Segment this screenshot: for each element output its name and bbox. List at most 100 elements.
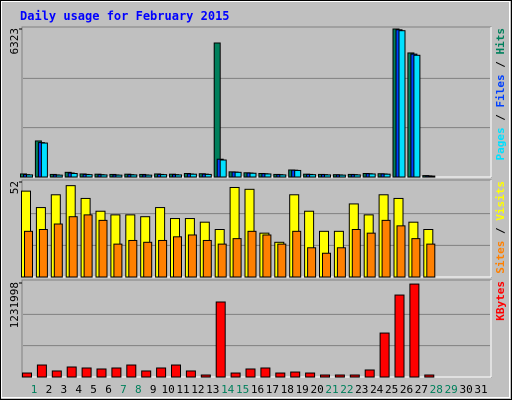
x-tick-label: 8 <box>135 383 142 396</box>
legend: KBytes <box>494 281 507 321</box>
legend: Pages / Files / Hits <box>494 28 507 161</box>
bar <box>141 370 152 378</box>
bar <box>264 173 272 178</box>
x-tick-label: 3 <box>60 383 67 396</box>
bar <box>413 54 421 178</box>
x-tick-label: 5 <box>90 383 97 396</box>
bar <box>322 252 331 278</box>
bar <box>396 225 406 278</box>
bar <box>336 247 346 278</box>
x-tick-label: 28 <box>430 383 443 396</box>
bar <box>428 175 436 178</box>
bar <box>113 243 123 278</box>
x-tick-label: 30 <box>459 383 472 396</box>
x-tick-label: 25 <box>385 383 398 396</box>
legend-entry: Visits <box>494 181 507 221</box>
bar <box>232 238 242 278</box>
bar <box>353 174 361 178</box>
bar <box>51 370 62 378</box>
bar <box>294 169 302 178</box>
bar <box>262 234 272 278</box>
bar <box>381 219 391 278</box>
bar <box>334 374 345 378</box>
bar <box>383 173 391 178</box>
bar <box>292 230 302 278</box>
bar <box>55 174 63 178</box>
bar <box>305 372 316 378</box>
bar <box>230 372 241 378</box>
legend: Sites / Visits <box>494 181 507 274</box>
x-tick-label: 14 <box>221 383 235 396</box>
legend-entry: KBytes <box>494 281 507 321</box>
legend-entry: Files <box>494 74 507 107</box>
bar <box>290 371 301 378</box>
x-tick-label: 29 <box>445 383 458 396</box>
bar <box>187 234 197 278</box>
x-tick-label: 19 <box>296 383 309 396</box>
bar <box>275 372 286 378</box>
x-tick-label: 4 <box>75 383 82 396</box>
x-tick-label: 20 <box>310 383 323 396</box>
y-tick-label: 1231998 <box>8 282 21 328</box>
y-tick-label: 6323 <box>8 28 21 55</box>
bar <box>98 219 108 278</box>
bar <box>36 364 47 378</box>
bar <box>111 367 122 378</box>
x-tick-label: 17 <box>266 383 279 396</box>
bar <box>173 236 182 278</box>
bar <box>307 247 317 278</box>
legend-entry: Sites <box>494 241 507 274</box>
bar <box>324 174 331 178</box>
bar <box>213 42 221 178</box>
bar <box>38 229 48 278</box>
bar <box>145 174 153 178</box>
bar <box>219 159 227 178</box>
x-tick-label: 24 <box>370 383 384 396</box>
bar <box>26 174 33 178</box>
x-tick-label: 13 <box>206 383 219 396</box>
bar <box>349 374 360 378</box>
bar <box>202 239 212 278</box>
x-tick-label: 1 <box>31 383 38 396</box>
y-tick-label: 52 <box>8 181 21 194</box>
bar <box>160 174 168 178</box>
bar <box>217 243 227 278</box>
bar <box>215 301 226 378</box>
bar <box>189 173 197 178</box>
bar <box>279 174 287 178</box>
bar <box>234 171 242 178</box>
chart-title: Daily usage for February 2015 <box>20 9 230 23</box>
bar <box>409 283 420 378</box>
x-tick-label: 27 <box>415 383 428 396</box>
bar <box>364 369 375 378</box>
bar <box>158 239 168 278</box>
legend-separator: / <box>494 108 507 128</box>
x-tick-label: 12 <box>191 383 204 396</box>
legend-separator: / <box>494 55 507 75</box>
bar <box>249 172 257 178</box>
bar <box>81 367 92 378</box>
bar <box>260 367 271 378</box>
x-tick-label: 11 <box>176 383 189 396</box>
x-tick-label: 21 <box>325 383 338 396</box>
panel <box>21 26 492 178</box>
x-tick-label: 9 <box>150 383 157 396</box>
bar <box>126 364 137 378</box>
bar <box>185 370 196 378</box>
bar <box>85 174 93 178</box>
bar <box>200 374 211 378</box>
bar <box>66 366 77 378</box>
bar <box>245 368 256 378</box>
bar <box>338 174 346 178</box>
x-tick-label: 10 <box>161 383 174 396</box>
x-tick-label: 16 <box>251 383 264 396</box>
bar <box>22 372 32 378</box>
x-tick-label: 23 <box>355 383 368 396</box>
bar <box>204 173 212 178</box>
bar <box>247 230 257 278</box>
bar <box>171 364 181 378</box>
bar <box>309 174 317 178</box>
